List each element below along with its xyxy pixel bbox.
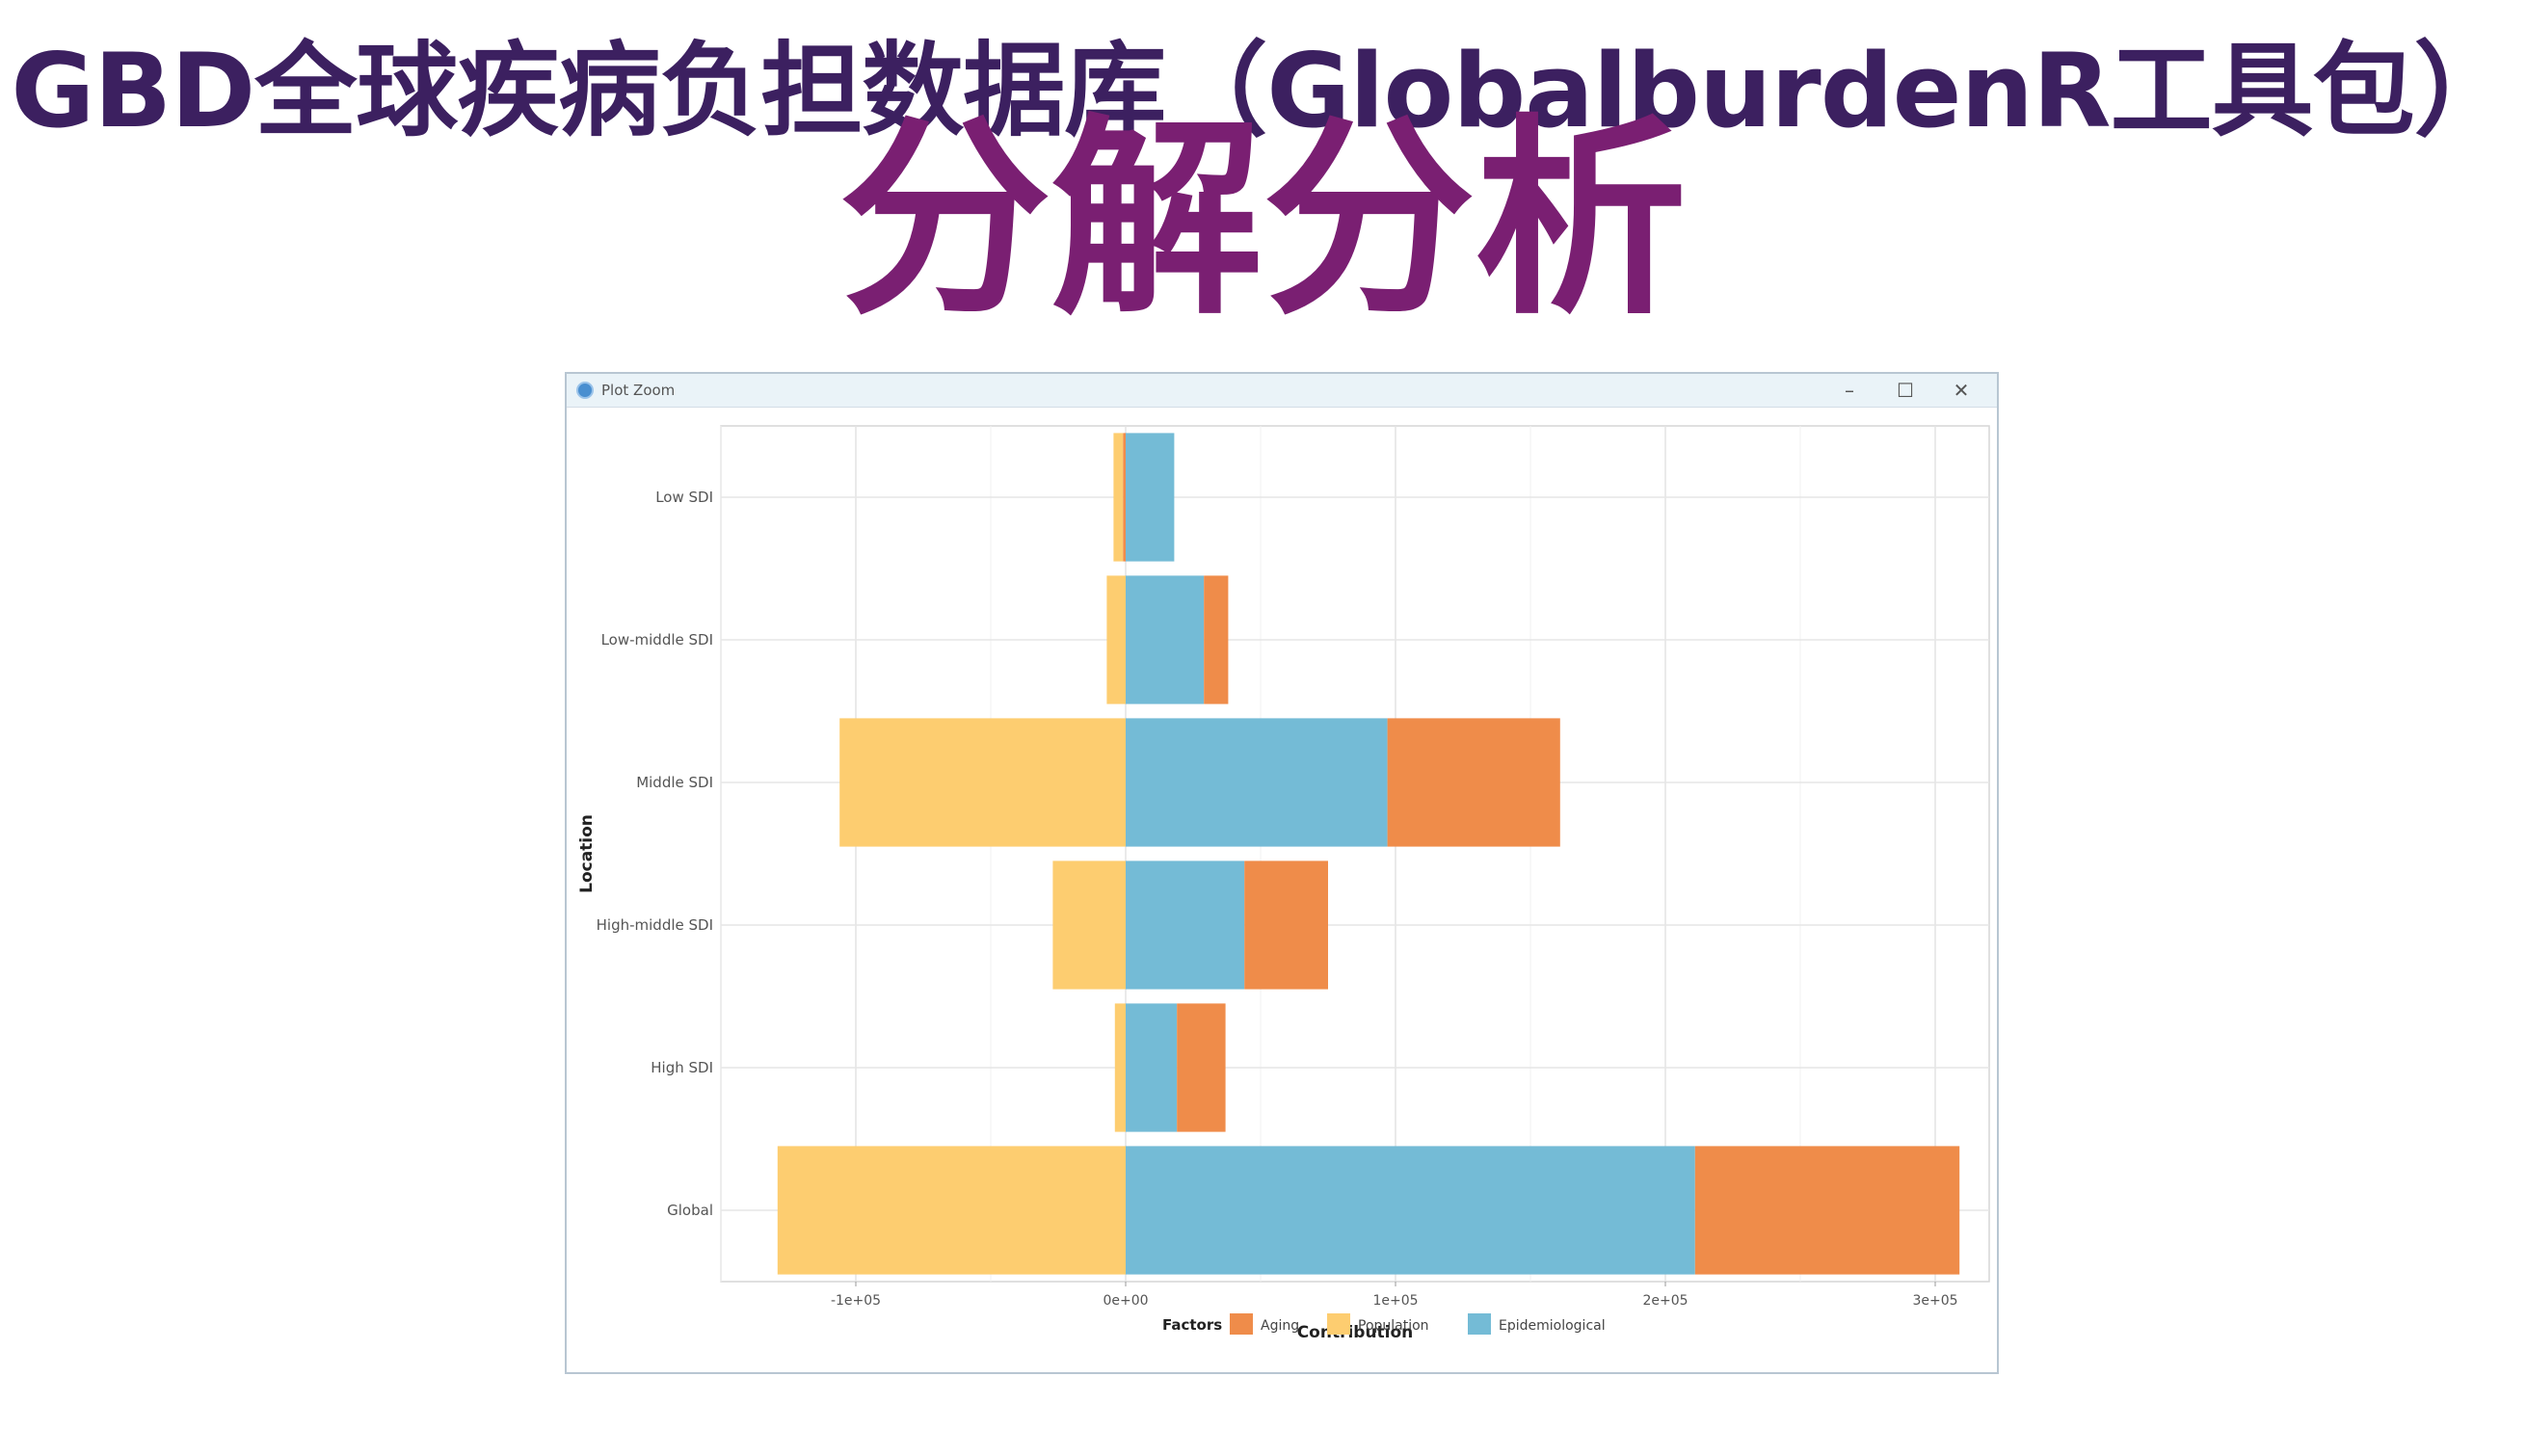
plot-zoom-window: Plot Zoom – ☐ ✕ Low SDI Low-middle SDI Mid…	[565, 372, 1999, 1374]
decomposition-chart: Low SDI Low-middle SDI Middle SDI High-midd…	[577, 425, 1990, 1342]
window-controls: – ☐ ✕	[1821, 374, 1989, 407]
x-axis-label: Contribution	[1297, 1323, 1414, 1342]
bar-aging-low-sdi	[1123, 433, 1126, 562]
bar-aging-high-middle-sdi	[1244, 860, 1328, 990]
legend-swatch-epidemiological	[1468, 1313, 1491, 1335]
plot-panel	[720, 425, 1990, 1283]
legend-label-population: Population	[1358, 1318, 1429, 1334]
x-tick-label: 3e+05	[1912, 1293, 1957, 1309]
bar-population-low-sdi	[1113, 433, 1124, 562]
y-tick-label: High-middle SDI	[597, 916, 713, 934]
bar-epidemiological-high-sdi	[1126, 1003, 1178, 1132]
legend-title: Factors	[1162, 1316, 1222, 1334]
bar-epidemiological-low-middle-sdi	[1126, 575, 1205, 704]
bar-epidemiological-middle-sdi	[1126, 718, 1388, 847]
y-tick-label: Middle SDI	[636, 774, 713, 791]
minimize-icon[interactable]: –	[1845, 379, 1854, 402]
bar-population-high-middle-sdi	[1052, 860, 1126, 990]
legend: Factors Aging Population Epidemiological	[1162, 1313, 1606, 1335]
x-tick-labels: -1e+05 0e+00 1e+05 2e+05 3e+05	[831, 1282, 1958, 1309]
bar-aging-low-middle-sdi	[1204, 575, 1229, 704]
window-title: Plot Zoom	[601, 382, 676, 399]
bar-aging-global	[1694, 1146, 1960, 1275]
x-tick-label: 1e+05	[1372, 1293, 1418, 1309]
legend-label-aging: Aging	[1261, 1318, 1299, 1334]
bar-population-middle-sdi	[839, 718, 1126, 847]
bar-aging-high-sdi	[1177, 1003, 1226, 1132]
close-icon[interactable]: ✕	[1953, 379, 1970, 402]
x-tick-label: 2e+05	[1642, 1293, 1688, 1309]
bar-epidemiological-low-sdi	[1126, 433, 1175, 562]
r-logo-icon	[576, 382, 594, 399]
slide-subtitle: 分解分析	[838, 96, 1688, 343]
window-titlebar[interactable]: Plot Zoom – ☐ ✕	[567, 374, 1997, 408]
y-axis-label: Location	[577, 814, 597, 893]
y-tick-label: Low-middle SDI	[601, 631, 713, 649]
y-tick-label: Low SDI	[655, 489, 713, 506]
maximize-icon[interactable]: ☐	[1897, 379, 1914, 402]
bar-population-high-sdi	[1114, 1003, 1126, 1132]
y-tick-label: Global	[667, 1202, 713, 1219]
x-tick-label: 0e+00	[1103, 1293, 1148, 1309]
bar-epidemiological-high-middle-sdi	[1126, 860, 1245, 990]
bar-population-low-middle-sdi	[1106, 575, 1126, 704]
bar-epidemiological-global	[1126, 1146, 1695, 1275]
bars	[777, 433, 1960, 1275]
bar-population-global	[777, 1146, 1126, 1275]
y-tick-label: High SDI	[651, 1059, 713, 1076]
legend-label-epidemiological: Epidemiological	[1499, 1318, 1606, 1334]
legend-swatch-aging	[1230, 1313, 1253, 1335]
x-tick-label: -1e+05	[831, 1293, 881, 1309]
slide-title: GBD全球疾病负担数据库（GlobalburdenR工具包）	[11, 32, 2515, 150]
legend-swatch-population	[1327, 1313, 1350, 1335]
bar-aging-middle-sdi	[1387, 718, 1560, 847]
y-tick-labels: Low SDI Low-middle SDI Middle SDI High-midd…	[597, 489, 713, 1219]
